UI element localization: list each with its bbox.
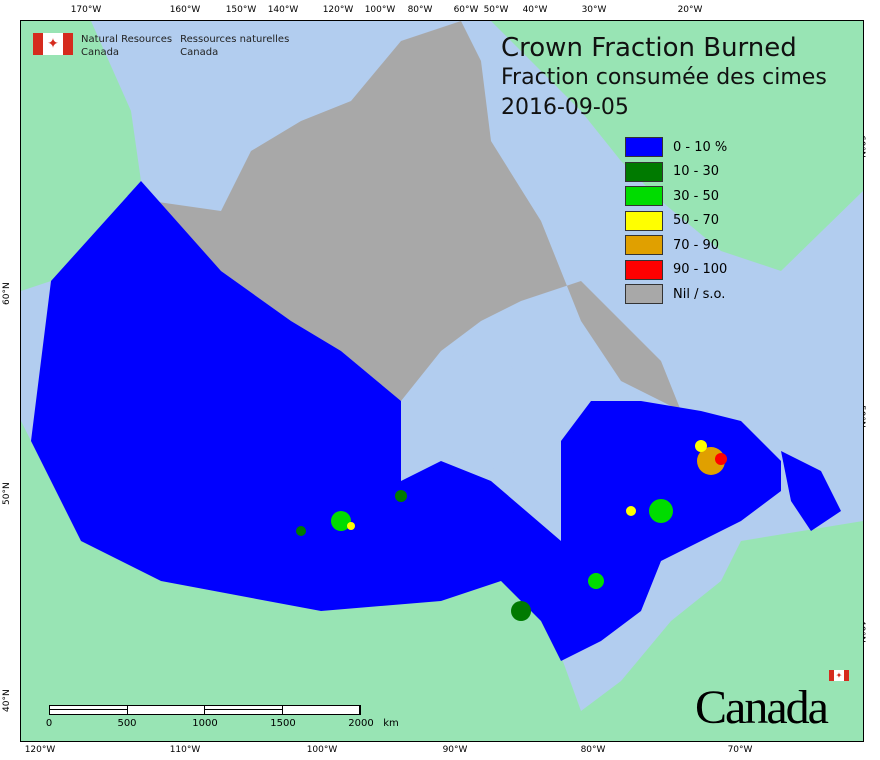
scale-label: 2000 [348, 718, 374, 729]
legend-item: 10 - 30 [625, 160, 727, 185]
map-frame[interactable]: ✦ Natural Resources Canada Ressources nat… [20, 20, 864, 742]
tick-top: 80°W [407, 5, 433, 15]
logo-en-1: Natural Resources [81, 34, 173, 45]
legend-swatch [625, 161, 663, 182]
usa [21, 421, 863, 741]
legend-item: 0 - 10 % [625, 135, 727, 160]
legend-label: Nil / s.o. [673, 286, 726, 302]
legend-label: 10 - 30 [673, 164, 720, 180]
tick-bottom: 70°W [727, 745, 753, 755]
legend-swatch [625, 235, 663, 256]
tick-bottom: 120°W [24, 745, 56, 755]
nrcan-logo: ✦ Natural Resources Canada Ressources nat… [33, 33, 289, 59]
canada-mainland [31, 181, 781, 661]
legend-label: 70 - 90 [673, 237, 720, 253]
legend-swatch [625, 210, 663, 231]
tick-top: 140°W [267, 5, 299, 15]
legend-label: 90 - 100 [673, 262, 728, 278]
scale-label: 0 [45, 718, 53, 729]
legend-label: 30 - 50 [673, 188, 720, 204]
tick-top: 40°W [522, 5, 548, 15]
logo-en-2: Canada [81, 47, 120, 58]
title-date: 2016-09-05 [501, 95, 629, 120]
legend-swatch [625, 284, 663, 305]
tick-left: 50°N [2, 482, 12, 505]
tick-top: 120°W [322, 5, 354, 15]
logo-fr-2: Canada [180, 47, 219, 58]
tick-bottom: 80°W [580, 745, 606, 755]
scale-label: 500 [117, 718, 137, 729]
legend-swatch [625, 186, 663, 207]
map-title: Crown Fraction Burned Fraction consumée … [501, 33, 827, 123]
canada-flag-icon: ✦ [33, 33, 73, 55]
legend-swatch [625, 137, 663, 158]
greenland [491, 21, 863, 271]
arctic-islands [151, 21, 681, 411]
legend-item: 50 - 70 [625, 209, 727, 234]
tick-top: 150°W [225, 5, 257, 15]
tick-top: 50°W [483, 5, 509, 15]
scale-unit: km [383, 718, 399, 729]
tick-top: 100°W [364, 5, 396, 15]
tick-left: 40°N [2, 689, 12, 712]
tick-left: 60°N [2, 282, 12, 305]
alaska [21, 21, 141, 291]
hudson-bay [436, 351, 526, 471]
legend-label: 50 - 70 [673, 213, 720, 229]
scale-label: 1500 [270, 718, 296, 729]
wordmark-flag-icon: ✦ [829, 670, 849, 681]
fire-spots [296, 440, 727, 621]
scale-bar: 0 500 1000 1500 2000 km [45, 705, 399, 730]
tick-bottom: 100°W [306, 745, 338, 755]
legend-item: Nil / s.o. [625, 282, 727, 307]
title-en: Crown Fraction Burned [501, 33, 797, 63]
scale-label: 1000 [192, 718, 218, 729]
legend-item: 70 - 90 [625, 233, 727, 258]
title-fr: Fraction consumée des cimes [501, 65, 827, 90]
legend-item: 30 - 50 [625, 184, 727, 209]
legend-label: 0 - 10 % [673, 139, 728, 155]
tick-top: 30°W [581, 5, 607, 15]
logo-fr-1: Ressources naturelles [180, 34, 290, 45]
canada-wordmark: Canada [695, 681, 829, 734]
newfoundland [781, 451, 841, 531]
tick-top: 20°W [677, 5, 703, 15]
legend-swatch [625, 259, 663, 280]
tick-top: 160°W [169, 5, 201, 15]
tick-bottom: 90°W [442, 745, 468, 755]
map-canvas [21, 21, 863, 741]
legend: 0 - 10 % 10 - 30 30 - 50 50 - 70 70 - 90 90 -… [625, 135, 727, 307]
tick-bottom: 110°W [169, 745, 201, 755]
legend-item: 90 - 100 [625, 258, 727, 283]
tick-top: 170°W [70, 5, 102, 15]
tick-top: 60°W [453, 5, 479, 15]
